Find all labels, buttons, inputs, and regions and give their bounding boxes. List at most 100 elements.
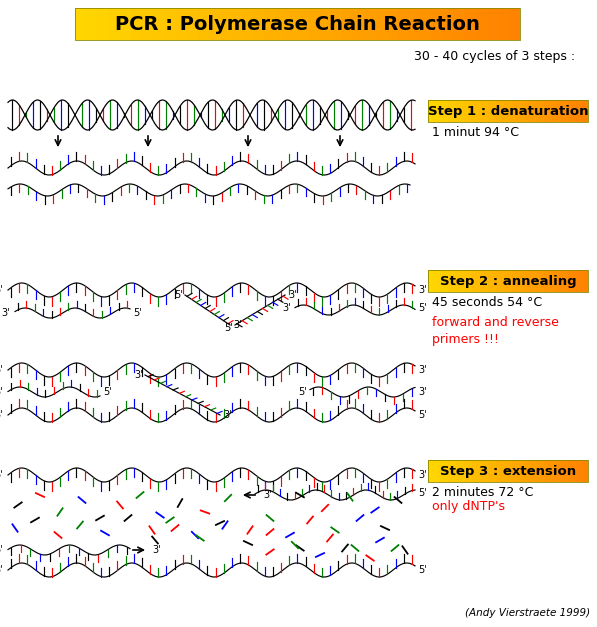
Bar [153, 8, 164, 40]
Bar [444, 100, 448, 122]
Bar [309, 8, 320, 40]
Bar [264, 8, 275, 40]
Bar [508, 460, 512, 482]
Bar [456, 100, 460, 122]
Bar [464, 8, 475, 40]
Bar [480, 100, 484, 122]
Bar [109, 8, 119, 40]
Bar [540, 460, 544, 482]
Bar [448, 460, 452, 482]
Bar [532, 100, 536, 122]
Bar [456, 270, 460, 292]
Bar [540, 270, 544, 292]
Bar [480, 270, 484, 292]
Text: 3': 3' [263, 490, 272, 500]
Bar [208, 8, 220, 40]
Text: Step 2 : annealing: Step 2 : annealing [439, 275, 576, 288]
Text: 5': 5' [418, 565, 427, 575]
Bar [428, 270, 432, 292]
Bar [480, 460, 484, 482]
Bar [584, 460, 588, 482]
Bar [568, 460, 572, 482]
Bar [524, 100, 528, 122]
Bar [420, 8, 431, 40]
Bar [560, 460, 564, 482]
Bar [516, 100, 520, 122]
Bar [331, 8, 342, 40]
Bar [436, 270, 440, 292]
Text: 3': 3' [418, 470, 427, 480]
Bar [488, 270, 492, 292]
Bar [428, 270, 588, 292]
Text: 3': 3' [418, 365, 427, 375]
Bar [436, 100, 440, 122]
Bar [464, 270, 468, 292]
Bar [556, 100, 560, 122]
Text: 1 minut 94 °C: 1 minut 94 °C [432, 126, 519, 139]
Bar [544, 100, 548, 122]
Bar [468, 460, 472, 482]
Bar [508, 270, 512, 292]
Text: forward and reverse
primers !!!: forward and reverse primers !!! [432, 316, 559, 346]
Bar [496, 270, 500, 292]
Bar [436, 460, 440, 482]
Text: Step 1 : denaturation: Step 1 : denaturation [427, 105, 588, 117]
Bar [297, 8, 309, 40]
Text: 5': 5' [418, 488, 427, 498]
Text: 3': 3' [0, 565, 3, 575]
Bar [484, 100, 488, 122]
Text: Step 3 : extension: Step 3 : extension [440, 465, 576, 478]
Text: 5': 5' [0, 285, 3, 295]
Bar [512, 270, 516, 292]
Text: 3': 3' [288, 290, 297, 300]
Bar [342, 8, 353, 40]
Bar [253, 8, 264, 40]
Bar [568, 100, 572, 122]
Bar [409, 8, 420, 40]
Bar [488, 460, 492, 482]
Bar [442, 8, 453, 40]
Bar [468, 100, 472, 122]
Bar [432, 100, 436, 122]
Bar [472, 100, 476, 122]
Bar [500, 270, 504, 292]
Bar [504, 100, 508, 122]
Bar [141, 8, 153, 40]
Bar [452, 270, 456, 292]
Bar [444, 270, 448, 292]
Bar [552, 270, 556, 292]
Bar [492, 270, 496, 292]
Bar [464, 100, 468, 122]
Bar [353, 8, 364, 40]
Text: 5': 5' [0, 365, 3, 375]
Bar [484, 270, 488, 292]
Bar [524, 270, 528, 292]
Bar [516, 270, 520, 292]
Bar [584, 100, 588, 122]
Bar [186, 8, 198, 40]
Bar [536, 100, 540, 122]
Bar [364, 8, 376, 40]
Bar [131, 8, 141, 40]
Bar [428, 460, 588, 482]
Bar [500, 100, 504, 122]
Bar [544, 270, 548, 292]
Bar [460, 460, 464, 482]
Bar [492, 460, 496, 482]
Bar [487, 8, 498, 40]
Bar [242, 8, 253, 40]
Bar [432, 460, 436, 482]
Bar [520, 460, 524, 482]
Text: 3': 3' [1, 308, 10, 318]
Bar [524, 460, 528, 482]
Bar [448, 270, 452, 292]
Text: 3': 3' [418, 387, 427, 397]
Bar [560, 270, 564, 292]
Bar [488, 100, 492, 122]
Bar [509, 8, 520, 40]
Text: 30 - 40 cycles of 3 steps :: 30 - 40 cycles of 3 steps : [414, 50, 575, 63]
Bar [520, 270, 524, 292]
Bar [532, 270, 536, 292]
Bar [556, 270, 560, 292]
Bar [460, 100, 464, 122]
